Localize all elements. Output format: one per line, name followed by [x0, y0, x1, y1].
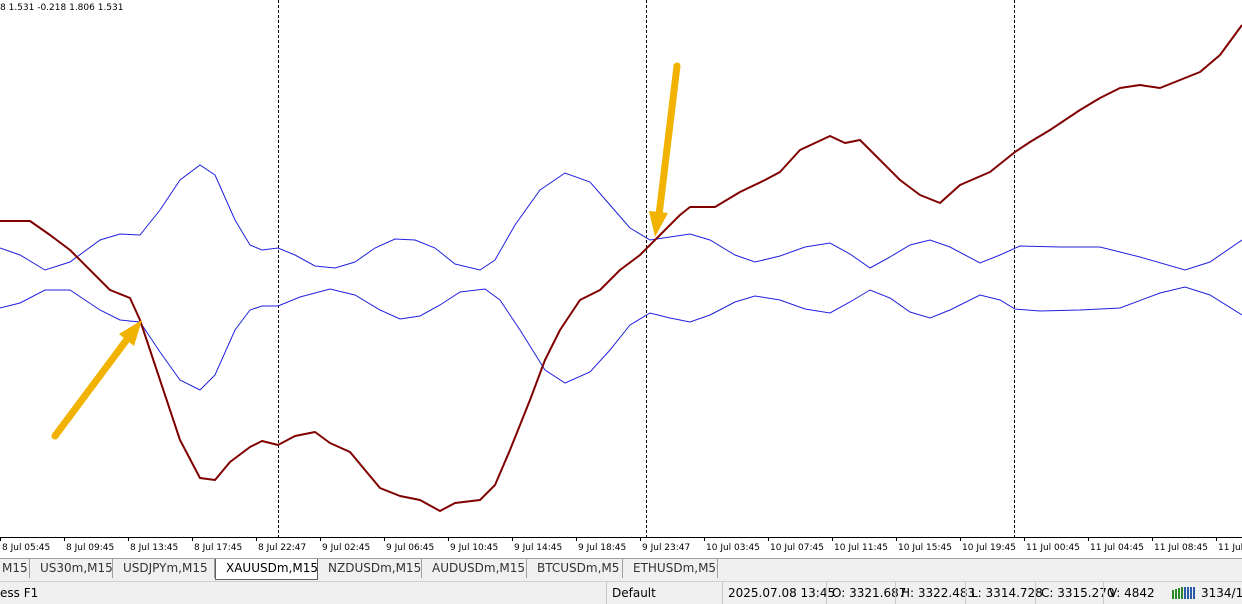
blue-line-upper	[0, 165, 1242, 270]
chart-tab[interactable]: XAUUSDm,M15	[215, 559, 318, 580]
profile[interactable]: Default	[606, 582, 722, 604]
blue-line-lower	[0, 287, 1242, 390]
traffic: 3134/19	[1196, 582, 1242, 604]
x-tick-label: 10 Jul 11:45	[834, 543, 888, 553]
x-tick-label: 9 Jul 02:45	[322, 543, 370, 553]
period-separators	[279, 0, 1015, 537]
x-tick-label: 10 Jul 03:45	[706, 543, 760, 553]
bar-low: L: 3314.728	[965, 582, 1043, 604]
x-tick-label: 9 Jul 23:47	[642, 543, 690, 553]
x-tick-label: 9 Jul 06:45	[386, 543, 434, 553]
annotation-arrows	[55, 66, 677, 436]
x-tick-label: 8 Jul 13:45	[130, 543, 178, 553]
x-axis-labels: 8 Jul 05:45 8 Jul 09:45 8 Jul 13:45 8 Jul 1…	[1, 537, 1242, 553]
help-text: ess F1	[0, 582, 38, 604]
chart-tab[interactable]: BTCUSDm,M5	[527, 559, 623, 578]
x-tick-label: 8 Jul 22:47	[258, 543, 306, 553]
chart-tab[interactable]: NZDUSDm,M15	[318, 559, 422, 578]
x-tick-label: 10 Jul 19:45	[962, 543, 1016, 553]
chart-tab[interactable]: ETHUSDm,M5	[623, 559, 718, 578]
chart-tab[interactable]: USDJPYm,M15	[113, 559, 215, 578]
x-tick-label: 9 Jul 18:45	[578, 543, 626, 553]
x-tick-label: 10 Jul 15:45	[898, 543, 952, 553]
arrow-head	[649, 211, 668, 237]
arrow-shaft	[55, 338, 128, 436]
x-tick-label: 9 Jul 10:45	[450, 543, 498, 553]
chart-tab[interactable]: AUDUSDm,M15	[422, 559, 527, 578]
bar-high: H: 3322.483	[895, 582, 975, 604]
chart-tab[interactable]: M15	[0, 559, 30, 578]
x-tick-label: 11 Jul 08:45	[1154, 543, 1208, 553]
price-line	[0, 25, 1242, 511]
x-tick-label: 11 Jul 04:45	[1090, 543, 1144, 553]
bar-volume: V: 4842	[1103, 582, 1155, 604]
x-tick-label: 8 Jul 05:45	[2, 543, 50, 553]
x-tick-label: 8 Jul 09:45	[66, 543, 114, 553]
x-tick-label: 10 Jul 07:45	[770, 543, 824, 553]
x-tick-label: 11 Jul 00:45	[1026, 543, 1080, 553]
bar-time: 2025.07.08 13:45	[722, 582, 835, 604]
x-tick-label: 8 Jul 17:45	[194, 543, 242, 553]
x-tick-label: 9 Jul 14:45	[514, 543, 562, 553]
status-bar: ess F1 Default 2025.07.08 13:45 O: 3321.…	[0, 581, 1242, 604]
x-tick-label: 11 Jul	[1218, 543, 1242, 553]
connection-icon	[1172, 587, 1198, 599]
indicator-values: 8 1.531 -0.218 1.806 1.531	[0, 3, 123, 13]
arrow-shaft	[659, 66, 677, 215]
chart-tab[interactable]: US30m,M15	[30, 559, 113, 578]
